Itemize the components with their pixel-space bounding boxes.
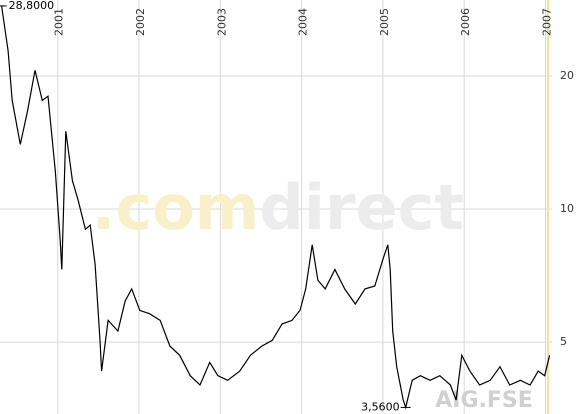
watermark-part: direct [259, 171, 464, 244]
annotation-label: 28,8000 [9, 0, 55, 12]
x-tick-label: 2001 [53, 8, 66, 36]
x-tick-label: 2004 [297, 8, 310, 36]
watermark-part: .com [92, 171, 260, 244]
watermark: .comdirect [92, 171, 464, 244]
price-line [1, 5, 551, 410]
x-tick-label: 2006 [459, 8, 472, 36]
y-tick-label: 20 [560, 69, 574, 82]
x-tick-label: 2007 [540, 8, 553, 36]
x-tick-label: 2002 [134, 8, 147, 36]
annotation-label: 3,5600 [361, 400, 400, 413]
y-tick-label: 10 [560, 202, 574, 215]
y-tick-label: 5 [560, 335, 567, 348]
x-tick-label: 2005 [378, 8, 391, 36]
symbol: AIG.FSE [435, 388, 533, 413]
x-tick-label: 2003 [215, 8, 228, 36]
